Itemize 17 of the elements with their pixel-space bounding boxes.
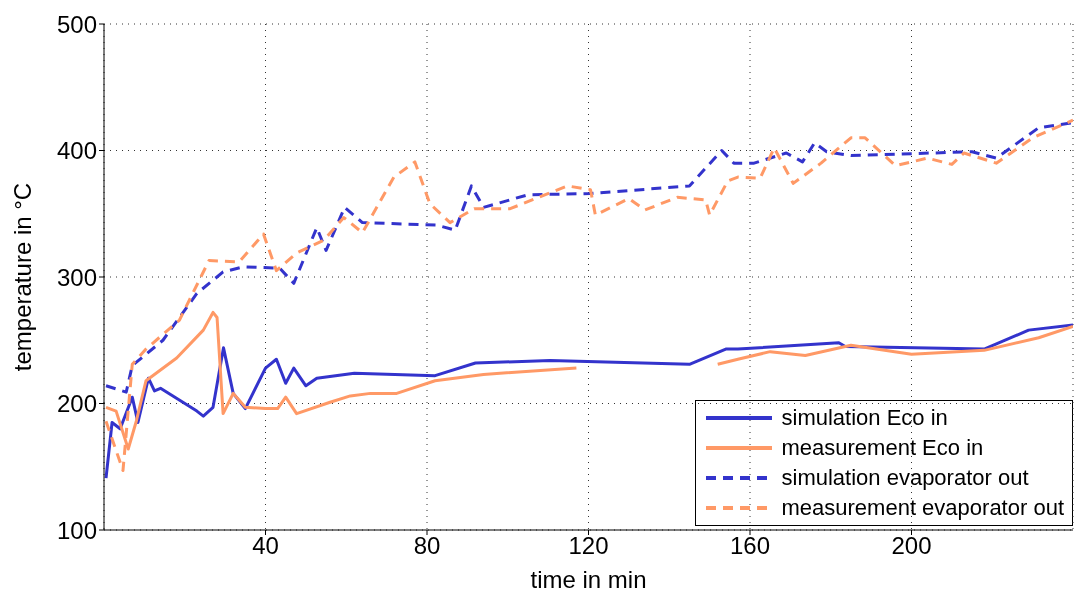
y-axis-title: temperature in °C <box>8 182 36 372</box>
x-axis-title: time in min <box>530 566 647 593</box>
legend-label: measurement evaporator out <box>781 495 1064 521</box>
y-tick-label: 300 <box>56 263 97 291</box>
y-tick-label: 200 <box>56 390 97 418</box>
legend-label: measurement Eco in <box>781 435 984 461</box>
x-tick-label: 160 <box>729 532 771 560</box>
y-tick-label: 500 <box>56 10 97 38</box>
legend-label: simulation Eco in <box>781 405 948 431</box>
y-tick-label: 100 <box>56 516 97 544</box>
line-series <box>104 121 1073 394</box>
y-tick-label: 400 <box>56 137 97 165</box>
x-tick-label: 200 <box>891 532 932 560</box>
x-tick-label: 40 <box>252 532 279 560</box>
x-tick-label: 80 <box>413 532 441 560</box>
legend-label: simulation evaporator out <box>781 465 1029 491</box>
x-tick-label: 120 <box>568 532 609 560</box>
